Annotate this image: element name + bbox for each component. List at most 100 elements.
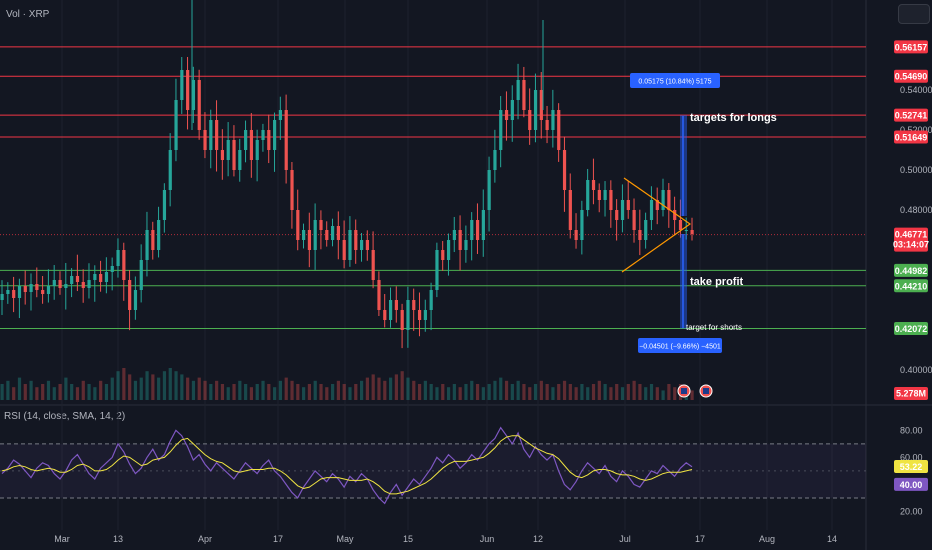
volume-bar xyxy=(307,384,312,400)
volume-bar xyxy=(46,380,51,400)
price-axis: 0.54000 0.52000 0.50000 0.48000 0.40000 0.561… xyxy=(893,40,932,400)
candle-body xyxy=(41,290,45,294)
candle-body xyxy=(157,220,161,250)
volume-bar xyxy=(220,384,225,400)
flag-icon-square xyxy=(703,388,709,394)
candle-body xyxy=(359,240,364,250)
volume-bar xyxy=(6,380,10,400)
volume-bar xyxy=(261,380,265,400)
volume-bar xyxy=(429,384,433,400)
candle-body xyxy=(133,290,138,310)
volume-bar xyxy=(186,377,190,400)
candle-body xyxy=(533,90,538,130)
volume-bar xyxy=(557,384,561,400)
candle-body xyxy=(452,230,456,240)
volume-bar xyxy=(87,384,91,400)
volume-bar xyxy=(302,387,306,400)
candle-body xyxy=(17,286,22,298)
candle-body xyxy=(597,190,601,200)
candle-body xyxy=(383,310,387,320)
volume-bar xyxy=(487,384,491,400)
volume-bar xyxy=(342,384,346,400)
targets-for-longs-label: targets for longs xyxy=(690,112,777,124)
volume-bar xyxy=(412,380,416,400)
volume-bar xyxy=(655,387,659,400)
volume-bar xyxy=(533,384,538,400)
volume-bar xyxy=(336,380,341,400)
volume-bar xyxy=(545,384,549,400)
volume-bar xyxy=(226,387,230,400)
volume-bar xyxy=(23,384,27,400)
resistance-tag-bg xyxy=(894,40,928,54)
resistance-tag-bg xyxy=(894,108,928,122)
time-tick: 15 xyxy=(403,534,413,544)
volume-bar xyxy=(319,384,323,400)
price-tick: 0.54000 xyxy=(900,85,932,95)
volume-bars xyxy=(0,368,694,400)
rsi-tick: 60.00 xyxy=(900,452,923,462)
volume-bar xyxy=(638,384,642,400)
resistance-tag-bg xyxy=(894,130,928,144)
candle-body xyxy=(23,286,27,292)
price-tick: 0.48000 xyxy=(900,205,932,215)
candle-body xyxy=(331,226,335,240)
candle-body xyxy=(673,210,677,220)
volume-bar xyxy=(284,377,288,400)
drawings[interactable]: 0.05175 (10.84%) 5175 targets for longs −0… xyxy=(621,73,777,398)
candle-body xyxy=(365,240,369,250)
support-tag-bg xyxy=(894,322,928,336)
volume-bar xyxy=(493,380,497,400)
candle-body xyxy=(446,240,451,260)
volume-bar xyxy=(215,380,219,400)
candle-body xyxy=(319,220,323,230)
price-tick: 0.50000 xyxy=(900,165,932,175)
candle-body xyxy=(690,230,694,234)
volume-bar xyxy=(116,371,120,400)
volume-bar xyxy=(417,384,422,400)
volume-bar xyxy=(325,387,329,400)
volume-bar xyxy=(661,390,665,400)
candle-body xyxy=(493,150,497,170)
volume-bar xyxy=(290,380,294,400)
volume-bar xyxy=(609,387,613,400)
candle-body xyxy=(475,220,480,240)
settings-button[interactable] xyxy=(898,4,930,24)
candle-body xyxy=(278,110,283,120)
volume-bar xyxy=(52,387,56,400)
volume-bar xyxy=(383,380,387,400)
candle-body xyxy=(302,230,306,240)
candle-body xyxy=(52,280,56,286)
volume-bar xyxy=(574,387,578,400)
target-for-shorts-label: target for shorts xyxy=(686,323,742,332)
volume-bar xyxy=(255,384,259,400)
support-tag: 0.44210 xyxy=(895,281,928,291)
volume-bar xyxy=(151,374,155,400)
candle-body xyxy=(162,190,167,220)
volume-bar xyxy=(615,384,619,400)
candle-body xyxy=(58,280,62,288)
volume-bar xyxy=(244,384,248,400)
candle-body xyxy=(145,230,149,260)
candle-body xyxy=(400,310,404,330)
volume-bar xyxy=(562,380,567,400)
candle-body xyxy=(609,190,613,210)
time-tick: May xyxy=(336,534,354,544)
candle-body xyxy=(388,300,393,320)
flag-icon-square xyxy=(681,388,687,394)
candle-body xyxy=(203,130,207,150)
volume-bar xyxy=(649,384,654,400)
take-profit-label: take profit xyxy=(690,276,744,288)
candle-body xyxy=(0,294,4,300)
candle-body xyxy=(307,230,312,250)
candle-body xyxy=(46,286,51,294)
candle-body xyxy=(510,100,514,120)
resistance-tag: 0.52741 xyxy=(895,111,928,121)
volume-bar xyxy=(400,371,404,400)
volume-bar xyxy=(0,384,4,400)
candle-body xyxy=(423,310,427,320)
candle-body xyxy=(522,80,526,110)
candle-body xyxy=(215,120,219,150)
volume-bar xyxy=(458,387,462,400)
candle-body xyxy=(64,284,68,288)
